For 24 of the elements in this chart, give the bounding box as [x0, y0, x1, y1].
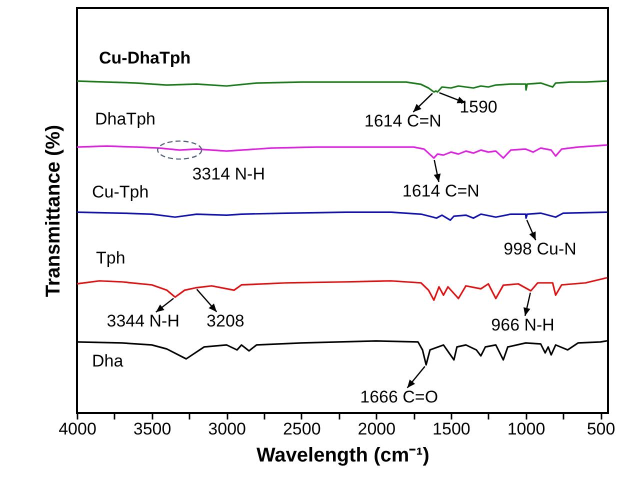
x-tick-label: 1500 [432, 420, 470, 438]
annotation: 3314 N-H [192, 164, 265, 184]
series-label: Dha [92, 351, 124, 370]
x-tick-label: 1000 [507, 420, 546, 438]
x-tick-label: 2500 [282, 420, 321, 438]
annotation: 3208 [206, 311, 244, 330]
annotation: 966 N-H [491, 315, 554, 334]
series-label: Tph [96, 248, 126, 268]
x-tick-label: 500 [586, 420, 616, 438]
annotation: 1666 C=O [360, 387, 438, 406]
series-label: DhaTph [95, 110, 156, 129]
x-tick-label: 2000 [358, 420, 396, 438]
annotation: 1590 [460, 97, 498, 116]
annotation: 1614 C=N [402, 182, 480, 201]
y-axis-title: Transmittance (%) [42, 124, 64, 298]
annotation: 998 Cu-N [504, 240, 576, 259]
x-tick-label: 3000 [208, 420, 246, 438]
series-label: Cu-DhaTph [99, 48, 191, 68]
x-tick-label: 3500 [133, 420, 172, 438]
annotation: 1614 C=N [364, 111, 442, 130]
x-axis-title: Wavelength (cm⁻¹) [256, 444, 430, 466]
annotation: 3344 N-H [106, 312, 180, 331]
series-label: Cu-Tph [92, 182, 149, 202]
x-tick-label: 4000 [58, 420, 96, 438]
